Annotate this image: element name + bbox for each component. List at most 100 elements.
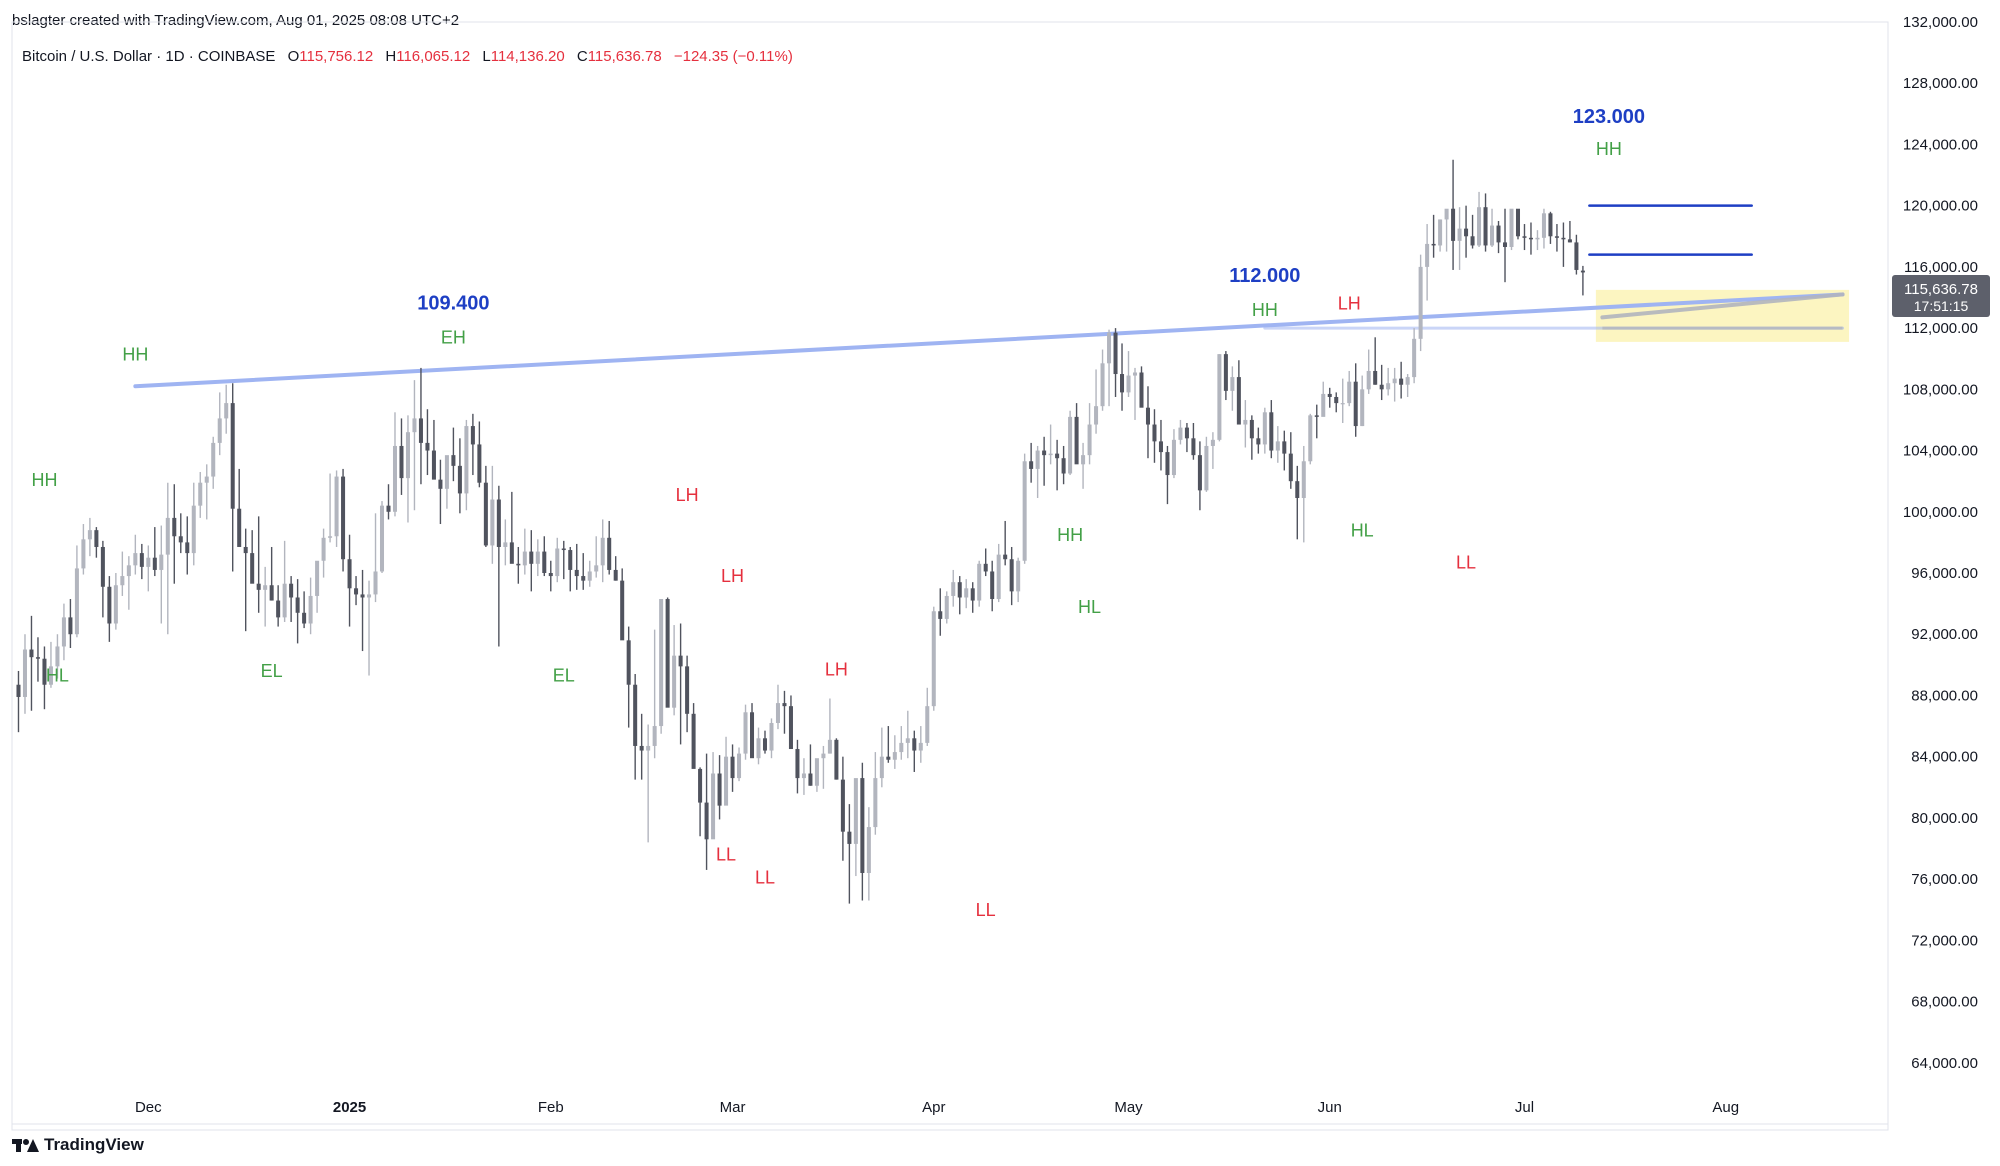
candle-body [561, 548, 566, 551]
candle-body [165, 517, 170, 555]
candle-body [918, 742, 923, 751]
candle-body [1230, 377, 1235, 391]
candle-body [1139, 372, 1144, 408]
candle-body [243, 546, 248, 554]
candle-body [529, 551, 534, 564]
candle-body [1055, 453, 1060, 459]
tradingview-logo[interactable]: TradingView [12, 1135, 144, 1155]
candle-body [457, 465, 462, 494]
candle-body [672, 655, 677, 708]
candle-body [354, 588, 359, 595]
last-price-box [1892, 275, 1990, 317]
candle-body [373, 571, 378, 595]
candle-body [68, 617, 73, 635]
candle-body [1457, 228, 1462, 241]
time-axis[interactable]: Dec 2025 Feb Mar Apr May Jun Jul Aug [135, 1099, 1739, 1116]
candle-body [1009, 559, 1014, 592]
candle-body [762, 738, 768, 751]
candle-body [827, 739, 832, 754]
candle-body [535, 551, 540, 564]
candle-body [282, 583, 287, 618]
candle-body [16, 684, 21, 697]
candle-body [1353, 381, 1358, 427]
candle-body [892, 752, 897, 760]
candle-body [1269, 412, 1274, 451]
candle-body [1399, 378, 1404, 385]
candle-body [646, 745, 651, 751]
bar-countdown-text: 17:51:15 [1914, 298, 1969, 314]
candle-body [1522, 236, 1527, 238]
candle-body [555, 548, 560, 577]
candle-body [1502, 242, 1508, 247]
candle-body [977, 563, 982, 601]
candle-body [983, 563, 988, 572]
candle-body [250, 553, 255, 584]
high-label: H [385, 48, 397, 65]
candle-body [152, 557, 157, 570]
trend-line-extension [1600, 292, 1845, 320]
candle-body [1126, 375, 1131, 393]
candle-body [1496, 225, 1501, 243]
candle-body [1451, 208, 1456, 241]
candle-body [178, 536, 183, 543]
range-lines-layer [1588, 204, 1845, 330]
candle-body [879, 756, 884, 779]
candle-body [1217, 354, 1222, 440]
candle-body [1152, 424, 1157, 442]
candle-body [1243, 419, 1248, 425]
candle-body [490, 499, 495, 546]
candle-body [1528, 237, 1533, 240]
candle-body [581, 576, 586, 581]
price-tick-label: 128,000.00 [1903, 75, 1978, 92]
candle-body [211, 442, 216, 477]
candle-body [1171, 439, 1176, 476]
candle-body [1548, 213, 1553, 237]
time-tick-label: Apr [922, 1099, 945, 1116]
candle-body [587, 571, 592, 581]
candle-body [1327, 393, 1332, 397]
candle-body [334, 476, 339, 537]
candle-body [750, 712, 755, 759]
candle-body [853, 778, 858, 844]
candle-body [113, 585, 118, 624]
candle-body [1068, 416, 1073, 474]
annotation-label: 112.000 [1229, 265, 1300, 287]
candle-body [94, 530, 99, 547]
candle-body [74, 568, 79, 635]
candle-body [542, 551, 547, 573]
candle-body [769, 722, 774, 751]
candle-body [834, 739, 839, 780]
annotation-label: HL [46, 666, 69, 686]
price-tick-label: 96,000.00 [1911, 565, 1978, 582]
candle-body [737, 753, 742, 779]
candle-body [1412, 338, 1417, 378]
candle-body [405, 432, 410, 479]
price-axis[interactable]: 132,000.00 128,000.00 124,000.00 120,000.00… [1903, 14, 1978, 1072]
price-tick-label: 116,000.00 [1904, 259, 1978, 276]
candle-body [1541, 213, 1546, 238]
candle-body [392, 445, 398, 512]
candle-body [1223, 354, 1228, 391]
candle-body [847, 831, 852, 844]
candle-body [509, 542, 514, 564]
candle-body [55, 646, 60, 667]
candle-body [840, 779, 845, 832]
open-value: 115,756.12 [299, 48, 374, 65]
candle-body [613, 569, 618, 581]
candle-body [1210, 439, 1215, 446]
symbol-name[interactable]: Bitcoin / U.S. Dollar · 1D · COINBASE [22, 48, 276, 65]
candle-body [594, 565, 599, 572]
candle-body [198, 482, 203, 506]
annotation-label: HL [1078, 597, 1101, 617]
price-tick-label: 124,000.00 [1903, 136, 1978, 153]
candle-body [496, 499, 501, 547]
candle-body [204, 476, 209, 483]
candle-body [1275, 441, 1280, 451]
candle-body [1379, 384, 1384, 390]
annotation-label: HH [1057, 525, 1083, 545]
last-price-text: 115,636.78 [1904, 281, 1978, 298]
drawing-lines-layer [133, 292, 1845, 389]
candle-body [1366, 370, 1371, 390]
candle-body [1509, 208, 1514, 247]
